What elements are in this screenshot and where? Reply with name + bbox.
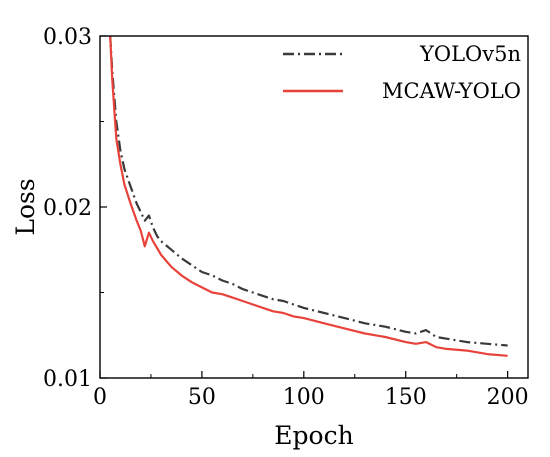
series-line-1 — [109, 36, 508, 347]
legend-label: MCAW-YOLO — [382, 79, 521, 103]
x-tick-label: 50 — [188, 385, 216, 410]
x-tick-label: 0 — [93, 385, 107, 410]
x-tick-label: 100 — [283, 385, 325, 410]
y-tick-label: 0.01 — [43, 367, 92, 392]
legend-label: YOLOv5n — [419, 42, 521, 66]
y-tick-label: 0.02 — [43, 196, 92, 221]
y-axis-title: Loss — [11, 178, 40, 235]
y-tick-label: 0.03 — [43, 25, 92, 50]
x-tick-label: 150 — [385, 385, 427, 410]
axis-tick-labels: 0 50 100 150 200 0.01 0.02 0.03 — [43, 25, 529, 410]
x-tick-label: 200 — [487, 385, 529, 410]
legend: YOLOv5n MCAW-YOLO — [283, 42, 521, 103]
plot-lines — [109, 36, 508, 357]
axis-ticks — [99, 35, 509, 379]
series-line-2 — [109, 36, 508, 357]
x-axis-title: Epoch — [274, 421, 353, 450]
